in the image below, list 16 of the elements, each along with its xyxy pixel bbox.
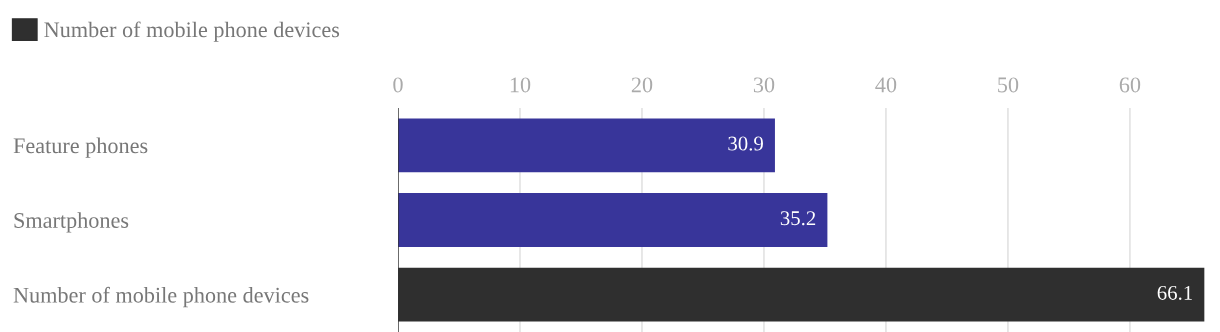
x-tick-label: 0 [393, 77, 403, 93]
legend-label: Number of mobile phone devices [44, 21, 340, 42]
bar [398, 118, 775, 173]
x-tick-label: 30 [753, 77, 775, 93]
x-tick-label: 10 [510, 77, 531, 93]
data-label: 30.9 [728, 136, 763, 151]
y-tick-label: Feature phones [13, 137, 148, 158]
x-tick-label: 50 [998, 77, 1019, 93]
bar [398, 193, 828, 247]
data-label: 35.2 [780, 211, 816, 226]
x-tick-label: 40 [875, 77, 897, 93]
data-label: 66.1 [1157, 285, 1192, 300]
y-tick-label: Smartphones [14, 212, 129, 233]
x-tick-label: 20 [631, 77, 653, 93]
x-tick-label: 60 [1119, 77, 1141, 93]
y-tick-label: Number of mobile phone devices [13, 286, 309, 308]
